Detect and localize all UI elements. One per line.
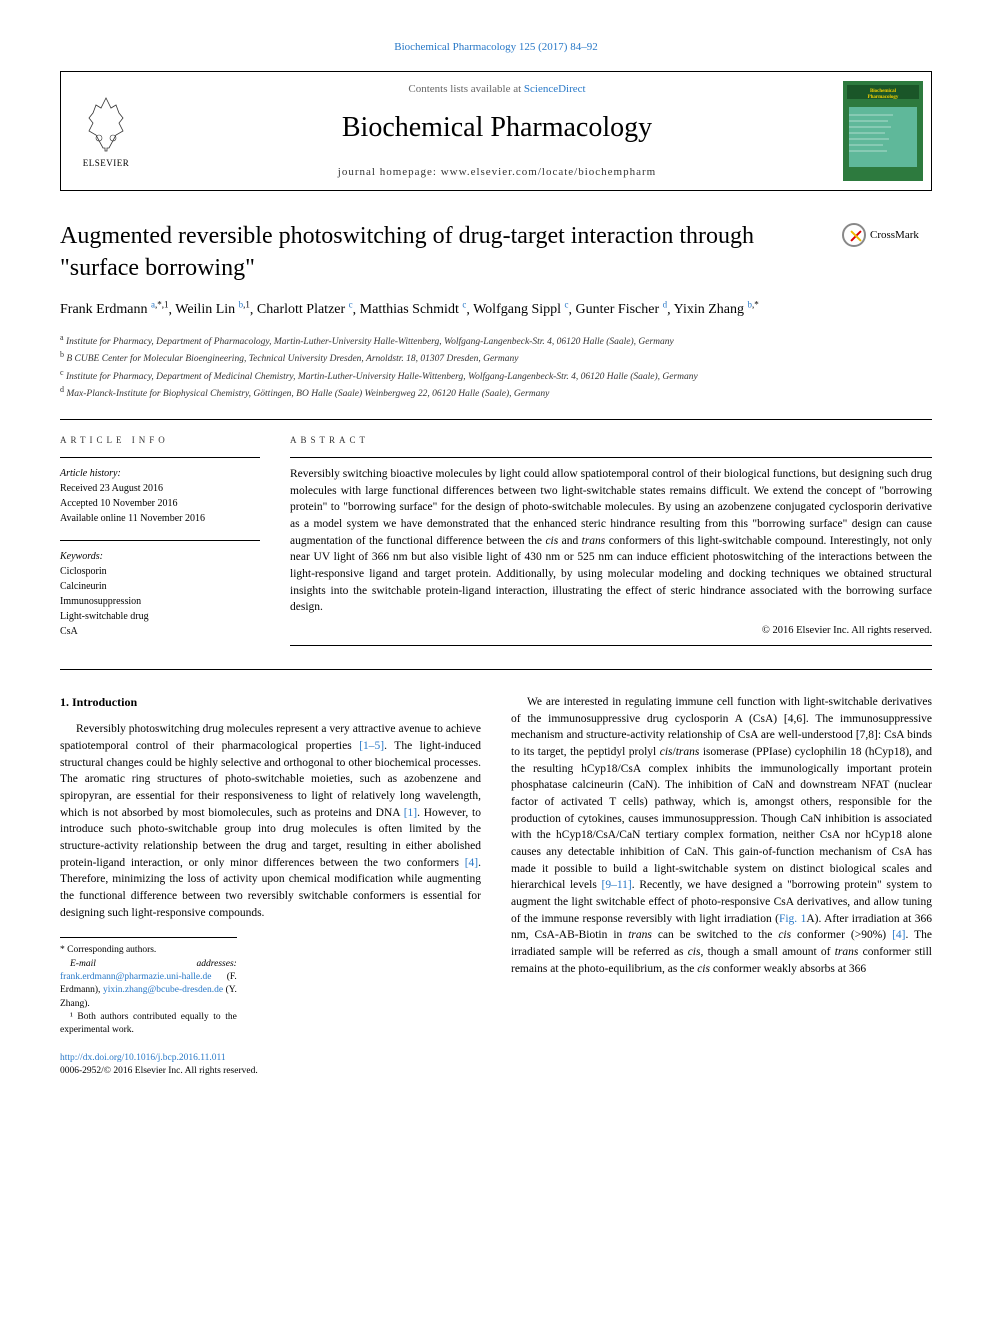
ref-link[interactable]: [1] xyxy=(404,807,417,819)
author: Gunter Fischer d xyxy=(576,302,668,317)
ref-link[interactable]: [9–11] xyxy=(602,879,632,891)
crossmark-badge[interactable]: CrossMark xyxy=(842,221,932,249)
abstract-heading: ABSTRACT xyxy=(290,434,932,447)
body-column-right: We are interested in regulating immune c… xyxy=(511,694,932,1079)
contents-available: Contents lists available at ScienceDirec… xyxy=(161,82,833,97)
article-info-heading: ARTICLE INFO xyxy=(60,434,260,447)
history-label: Article history: xyxy=(60,466,260,481)
abstract-text: Reversibly switching bioactive molecules… xyxy=(290,466,932,616)
crossmark-icon xyxy=(842,223,866,247)
email-label: E-mail addresses: xyxy=(70,959,237,969)
history-line: Received 23 August 2016 xyxy=(60,481,260,496)
footnotes: * Corresponding authors. E-mail addresse… xyxy=(60,937,237,1037)
fig-link[interactable]: Fig. 1 xyxy=(779,913,806,925)
sciencedirect-link[interactable]: ScienceDirect xyxy=(524,83,586,95)
email-link-2[interactable]: yixin.zhang@bcube-dresden.de xyxy=(103,985,223,995)
ref-link[interactable]: [1–5] xyxy=(359,740,384,752)
citation-link[interactable]: Biochemical Pharmacology 125 (2017) 84–9… xyxy=(394,41,597,53)
journal-name: Biochemical Pharmacology xyxy=(161,108,833,147)
svg-text:Pharmacology: Pharmacology xyxy=(868,95,899,100)
keyword: Light-switchable drug xyxy=(60,609,260,624)
elsevier-label: ELSEVIER xyxy=(83,157,130,170)
abstract-copyright: © 2016 Elsevier Inc. All rights reserved… xyxy=(290,624,932,639)
affiliation: b B CUBE Center for Molecular Bioenginee… xyxy=(60,349,932,366)
svg-text:Biochemical: Biochemical xyxy=(870,89,897,94)
author: Weilin Lin b,1 xyxy=(175,302,250,317)
doi-link[interactable]: http://dx.doi.org/10.1016/j.bcp.2016.11.… xyxy=(60,1053,226,1063)
author-list: Frank Erdmann a,*,1, Weilin Lin b,1, Cha… xyxy=(60,298,932,322)
intro-para-2: We are interested in regulating immune c… xyxy=(511,694,932,977)
author: Yixin Zhang b,* xyxy=(674,302,759,317)
keyword: Immunosuppression xyxy=(60,594,260,609)
article-info-column: ARTICLE INFO Article history: Received 2… xyxy=(60,434,260,653)
affiliation: a Institute for Pharmacy, Department of … xyxy=(60,332,932,349)
affiliation: d Max-Planck-Institute for Biophysical C… xyxy=(60,384,932,401)
corresponding-note: * Corresponding authors. xyxy=(60,944,237,957)
history-line: Accepted 10 November 2016 xyxy=(60,496,260,511)
author: Charlott Platzer c xyxy=(257,302,353,317)
body-column-left: 1. Introduction Reversibly photoswitchin… xyxy=(60,694,481,1079)
affiliations-list: a Institute for Pharmacy, Department of … xyxy=(60,332,932,402)
journal-header: ELSEVIER Contents lists available at Sci… xyxy=(60,71,932,191)
keyword: Ciclosporin xyxy=(60,564,260,579)
page-footer: http://dx.doi.org/10.1016/j.bcp.2016.11.… xyxy=(60,1052,481,1080)
author: Frank Erdmann a,*,1 xyxy=(60,302,168,317)
author: Wolfgang Sippl c xyxy=(473,302,568,317)
journal-citation: Biochemical Pharmacology 125 (2017) 84–9… xyxy=(60,40,932,55)
intro-para-1: Reversibly photoswitching drug molecules… xyxy=(60,721,481,921)
author: Matthias Schmidt c xyxy=(360,302,467,317)
elsevier-tree-icon xyxy=(81,93,131,153)
history-line: Available online 11 November 2016 xyxy=(60,511,260,526)
keywords-label: Keywords: xyxy=(60,549,260,564)
intro-heading: 1. Introduction xyxy=(60,694,481,711)
email-link-1[interactable]: frank.erdmann@pharmazie.uni-halle.de xyxy=(60,972,211,982)
footer-copyright: 0006-2952/© 2016 Elsevier Inc. All right… xyxy=(60,1066,258,1076)
journal-homepage: journal homepage: www.elsevier.com/locat… xyxy=(161,165,833,180)
ref-link[interactable]: [4] xyxy=(465,857,478,869)
crossmark-label: CrossMark xyxy=(870,228,919,243)
contribution-note: ¹ Both authors contributed equally to th… xyxy=(60,1011,237,1038)
article-title: Augmented reversible photoswitching of d… xyxy=(60,221,822,283)
keyword: Calcineurin xyxy=(60,579,260,594)
elsevier-logo: ELSEVIER xyxy=(61,81,151,181)
abstract-column: ABSTRACT Reversibly switching bioactive … xyxy=(290,434,932,653)
journal-cover-thumbnail: Biochemical Pharmacology xyxy=(843,81,923,181)
affiliation: c Institute for Pharmacy, Department of … xyxy=(60,367,932,384)
keyword: CsA xyxy=(60,624,260,639)
ref-link[interactable]: [4] xyxy=(892,929,905,941)
